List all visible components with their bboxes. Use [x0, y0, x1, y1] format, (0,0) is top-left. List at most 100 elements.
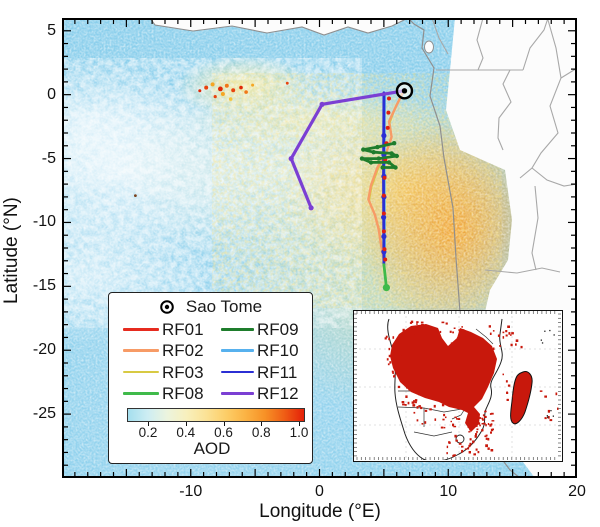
inset-fire-dot: [477, 422, 481, 425]
inset-fire-dot: [469, 438, 472, 441]
flight-tracks-layer: [288, 82, 414, 292]
inset-fire-dot: [394, 365, 398, 367]
inset-fire-dot: [474, 435, 477, 438]
inset-fire-dot: [418, 393, 421, 396]
inset-fire-dot: [467, 426, 470, 428]
flight-track-rf09-vertex-dot: [393, 165, 398, 170]
inset-fire-dot: [520, 345, 523, 349]
inset-fire-dot: [452, 423, 455, 427]
inset-fire-dot: [416, 321, 419, 323]
inset-fire-dot: [473, 423, 476, 425]
inset-black-speck: [552, 415, 554, 417]
inset-fire-dot: [475, 448, 478, 451]
colorbar-tick-label: 0.8: [251, 425, 271, 440]
inset-fire-dot: [492, 330, 495, 332]
inset-fire-dot: [449, 330, 452, 333]
inset-fire-dot: [468, 451, 471, 454]
inset-fire-dot: [508, 332, 511, 335]
inset-fire-dot: [460, 329, 462, 332]
legend-line-rf11: [221, 370, 254, 374]
flight-track-rf09-vertex-dot: [389, 151, 394, 156]
inset-fire-dot: [477, 451, 480, 454]
inset-fire-dot: [387, 363, 390, 366]
land-guinea-coast-strip: [150, 18, 408, 35]
y-tick-label: -10: [32, 213, 56, 231]
inset-fire-dot: [446, 452, 448, 455]
inset-fire-dot: [544, 417, 547, 420]
legend-line-rf01: [123, 328, 159, 331]
colorbar-tick-label: 0.6: [214, 425, 233, 440]
legend-line-rf02: [123, 349, 159, 353]
inset-fire-dot: [420, 406, 423, 410]
inset-fire-dot: [424, 421, 427, 424]
inset-fire-dot: [452, 454, 454, 457]
inset-fire-dot: [455, 439, 458, 442]
inset-fire-dot: [502, 373, 504, 376]
inset-fire-dot: [505, 330, 508, 333]
inset-fire-dot: [388, 347, 390, 351]
inset-fire-dot: [433, 404, 436, 408]
inset-madagascar: [510, 371, 533, 425]
inset-fire-dot: [557, 407, 559, 410]
sao-tome-marker-dot: [401, 88, 408, 94]
inset-fire-dot: [406, 386, 409, 389]
flight-track-rf12-vertex-dot: [308, 205, 314, 211]
inset-fire-dot: [416, 323, 418, 325]
inset-fire-dot: [555, 392, 558, 396]
inset-fire-dot: [388, 337, 390, 341]
inset-fire-dot: [420, 321, 424, 324]
inset-fire-dot: [401, 401, 405, 404]
inset-fire-dot: [432, 330, 435, 334]
inset-fire-dot: [450, 342, 453, 345]
flight-track-rf11-waypoint-dot: [381, 133, 387, 139]
inset-black-speck: [549, 329, 551, 332]
inset-fire-dot: [507, 325, 510, 328]
inset-fire-dot: [461, 445, 464, 448]
inset-black-speck: [547, 416, 549, 418]
inset-fire-dot: [469, 425, 472, 428]
inset-fire-dot: [421, 324, 424, 326]
inset-fire-dot: [469, 442, 472, 446]
inset-fire-dot: [384, 337, 387, 340]
aod-hotspot-dot: [213, 95, 217, 99]
aod-hotspot-dot: [239, 85, 243, 90]
aod-hotspot-dot: [198, 89, 202, 93]
inset-fire-dot: [421, 423, 424, 425]
inset-lesotho-outline: [455, 434, 465, 444]
inset-fire-dot: [475, 415, 478, 418]
inset-fire-dot: [409, 327, 412, 330]
flight-track-rf09-vertex-dot: [361, 147, 366, 152]
inset-fire-dot: [479, 417, 481, 419]
flight-track-rf09-vertex-dot: [368, 160, 374, 165]
inset-fire-dot: [465, 334, 469, 338]
inset-fire-dot: [450, 420, 452, 423]
inset-fire-dot: [481, 423, 483, 425]
inset-fire-dot: [510, 343, 513, 347]
inset-fire-dot: [511, 332, 514, 335]
aod-hotspot-dot: [134, 194, 137, 198]
flight-track-rf09-vertex-dot: [376, 156, 381, 161]
flight-track-rf01-dot: [381, 211, 386, 216]
legend-row: RF08 RF12: [109, 383, 312, 403]
inset-fire-dot: [420, 325, 423, 328]
legend-station-row: Sao Tome: [109, 297, 312, 317]
inset-fire-dot: [476, 428, 479, 431]
inset-fire-dot: [497, 334, 501, 337]
flight-track-rf08: [382, 263, 388, 289]
legend-row: RF03 RF11: [109, 362, 312, 382]
inset-fire-dot: [485, 444, 488, 448]
inset-fire-dot: [491, 420, 495, 422]
inset-fire-map: [353, 310, 563, 462]
inset-fire-dot: [442, 418, 445, 421]
legend-line-rf12: [221, 392, 254, 395]
inset-fire-dot: [404, 404, 407, 406]
inset-fire-dot: [485, 434, 488, 437]
inset-fire-dot: [413, 411, 416, 414]
inset-fire-dot: [460, 343, 464, 346]
inset-fire-dot: [436, 328, 438, 331]
inset-fire-dot: [476, 411, 478, 414]
inset-fire-dot: [448, 441, 451, 444]
inset-fire-dot: [473, 453, 476, 456]
inset-fire-dot: [458, 442, 462, 445]
flight-track-rf01-dot: [383, 257, 388, 262]
